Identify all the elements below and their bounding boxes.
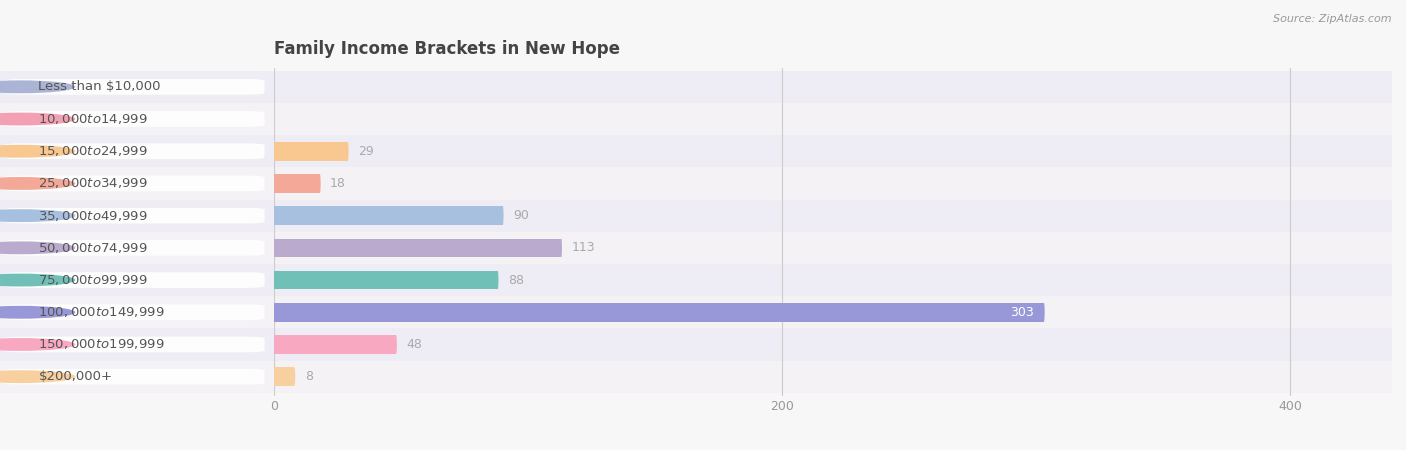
Circle shape [0, 209, 76, 222]
Bar [274, 367, 294, 386]
FancyBboxPatch shape [4, 272, 264, 288]
FancyBboxPatch shape [4, 369, 264, 384]
Text: Source: ZipAtlas.com: Source: ZipAtlas.com [1274, 14, 1392, 23]
Bar [274, 232, 1392, 264]
Text: $200,000+: $200,000+ [38, 370, 112, 383]
Circle shape [0, 81, 76, 93]
Text: $50,000 to $74,999: $50,000 to $74,999 [38, 241, 148, 255]
Bar [274, 264, 1392, 296]
Circle shape [0, 241, 76, 254]
Circle shape [273, 206, 276, 225]
FancyBboxPatch shape [4, 176, 264, 191]
Bar [274, 71, 1392, 103]
Text: 88: 88 [508, 274, 524, 287]
FancyBboxPatch shape [4, 305, 264, 320]
Text: 48: 48 [406, 338, 422, 351]
Circle shape [273, 271, 276, 289]
Text: $75,000 to $99,999: $75,000 to $99,999 [38, 273, 148, 287]
Circle shape [561, 238, 562, 257]
FancyBboxPatch shape [4, 208, 264, 224]
Text: $35,000 to $49,999: $35,000 to $49,999 [38, 209, 148, 223]
Bar [274, 238, 561, 257]
Circle shape [319, 174, 321, 193]
FancyBboxPatch shape [0, 264, 274, 296]
Circle shape [273, 174, 276, 193]
Bar [274, 296, 1392, 328]
Circle shape [273, 367, 276, 386]
FancyBboxPatch shape [0, 135, 274, 167]
Text: 113: 113 [571, 241, 595, 254]
Bar [274, 135, 1392, 167]
Text: $150,000 to $199,999: $150,000 to $199,999 [38, 338, 165, 351]
Bar [274, 335, 396, 354]
FancyBboxPatch shape [4, 79, 264, 94]
Bar [274, 167, 1392, 199]
Circle shape [0, 112, 76, 126]
Bar [274, 328, 1392, 360]
FancyBboxPatch shape [4, 240, 264, 256]
Bar [274, 174, 321, 193]
Circle shape [0, 338, 76, 351]
Text: $100,000 to $149,999: $100,000 to $149,999 [38, 305, 165, 319]
Text: Less than $10,000: Less than $10,000 [38, 80, 160, 93]
Circle shape [294, 367, 295, 386]
Text: 29: 29 [359, 145, 374, 158]
Circle shape [273, 335, 276, 354]
Bar [274, 303, 1043, 322]
FancyBboxPatch shape [0, 360, 274, 393]
Text: $15,000 to $24,999: $15,000 to $24,999 [38, 144, 148, 158]
Text: 90: 90 [513, 209, 529, 222]
Text: 303: 303 [1010, 306, 1033, 319]
Bar [274, 199, 1392, 232]
Circle shape [347, 142, 349, 161]
Circle shape [395, 335, 396, 354]
FancyBboxPatch shape [0, 167, 274, 199]
FancyBboxPatch shape [4, 337, 264, 352]
Circle shape [0, 274, 76, 287]
FancyBboxPatch shape [0, 103, 274, 135]
FancyBboxPatch shape [4, 111, 264, 127]
Bar [274, 142, 347, 161]
Circle shape [0, 306, 76, 319]
Circle shape [0, 145, 76, 158]
FancyBboxPatch shape [0, 71, 274, 103]
Text: 8: 8 [305, 370, 312, 383]
FancyBboxPatch shape [0, 232, 274, 264]
Text: $10,000 to $14,999: $10,000 to $14,999 [38, 112, 148, 126]
FancyBboxPatch shape [0, 328, 274, 360]
Circle shape [0, 370, 76, 383]
Bar [274, 206, 503, 225]
Bar [274, 271, 498, 289]
Bar [274, 103, 1392, 135]
FancyBboxPatch shape [4, 144, 264, 159]
Text: $25,000 to $34,999: $25,000 to $34,999 [38, 176, 148, 190]
Circle shape [273, 303, 276, 322]
Bar [274, 360, 1392, 393]
Circle shape [273, 142, 276, 161]
Text: 18: 18 [330, 177, 346, 190]
Circle shape [502, 206, 503, 225]
Circle shape [496, 271, 499, 289]
Text: Family Income Brackets in New Hope: Family Income Brackets in New Hope [274, 40, 620, 58]
FancyBboxPatch shape [0, 199, 274, 232]
Circle shape [0, 177, 76, 190]
FancyBboxPatch shape [0, 296, 274, 328]
Circle shape [273, 238, 276, 257]
Circle shape [1043, 303, 1045, 322]
